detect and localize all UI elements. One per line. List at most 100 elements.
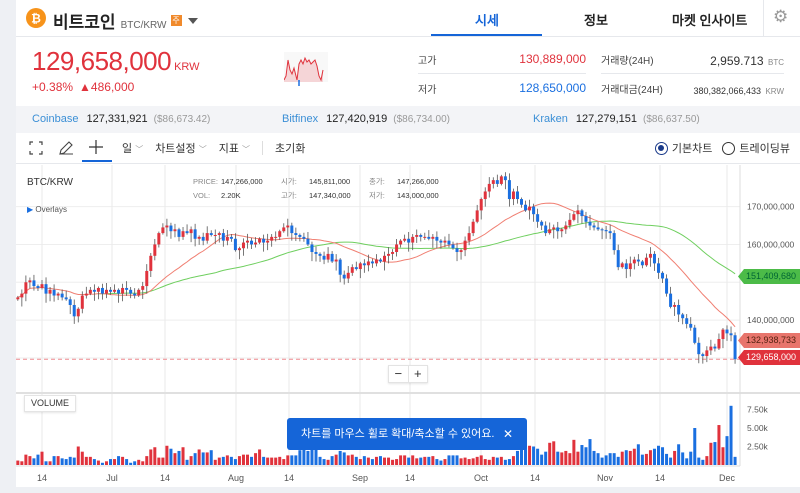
volume-label: 거래량(24H) — [601, 56, 654, 67]
volume-bar — [213, 459, 217, 465]
tab-market-insight[interactable]: 마켓 인사이트 — [672, 13, 748, 28]
toast-text: 차트를 마우스 휠로 확대/축소할 수 있어요. — [301, 428, 495, 440]
tab-info[interactable]: 정보 — [584, 13, 608, 28]
volume-bar — [229, 456, 233, 465]
candle-body — [109, 289, 112, 292]
exchange-name[interactable]: Coinbase — [32, 113, 79, 125]
candle-body — [32, 280, 36, 287]
pencil-icon[interactable] — [58, 140, 74, 156]
volume-bar — [209, 450, 213, 465]
volume-bar — [471, 458, 475, 465]
exchange-name[interactable]: Kraken — [533, 113, 568, 125]
coin-dropdown-caret-icon[interactable] — [187, 17, 198, 24]
zoom-control: − + — [388, 365, 428, 383]
candle-body — [330, 253, 334, 262]
candle-body — [346, 272, 350, 279]
y-tick-label: 160,000,000 — [747, 239, 795, 249]
crosshair-icon[interactable] — [89, 140, 103, 154]
volume-label: VOLUME — [24, 395, 76, 412]
radio-basic-label[interactable]: 기본차트 — [671, 143, 713, 155]
volume-bar — [250, 456, 254, 465]
close-icon[interactable]: ✕ — [502, 427, 513, 441]
price-row: 129,658,000 KRW — [32, 46, 200, 77]
volume-bar — [640, 454, 644, 465]
y-tick-label: 170,000,000 — [747, 202, 795, 212]
volume-bar — [282, 459, 286, 465]
divider — [16, 36, 800, 37]
zoom-in-button[interactable]: + — [407, 366, 428, 382]
candle-body — [274, 236, 278, 238]
candle-body — [246, 240, 249, 243]
candle-body — [310, 244, 314, 253]
info-value: 2.20K — [221, 191, 241, 200]
overlays-toggle[interactable]: ▶ Overlays — [27, 205, 67, 214]
candle-body — [205, 233, 209, 241]
radio-tradingview[interactable] — [722, 141, 736, 155]
gear-icon[interactable]: ⚙ — [773, 7, 789, 26]
candle-body — [113, 289, 117, 292]
candle-body — [334, 259, 338, 262]
candle-body — [652, 253, 656, 264]
exchange-kraken: Kraken 127,279,151 ($86,637.50) — [533, 113, 700, 125]
volume-bar — [266, 457, 270, 465]
volume-bar — [721, 447, 725, 465]
candle-body — [358, 263, 362, 270]
volume-bar — [685, 458, 689, 465]
period-dropdown[interactable]: 일 ﹀ — [122, 140, 143, 156]
volume-bar — [221, 456, 225, 465]
chevron-down-icon: ﹀ — [198, 145, 207, 154]
volume-bar — [475, 456, 479, 465]
radio-basic-chart[interactable] — [654, 141, 668, 155]
chevron-down-icon: ﹀ — [242, 145, 251, 154]
chart-settings-dropdown[interactable]: 차트설정 ﹀ — [155, 140, 207, 156]
volume-bar — [350, 454, 354, 465]
volume-bar — [532, 446, 536, 465]
badge: 주 — [170, 15, 182, 26]
volume-bar — [298, 450, 302, 465]
candle-body — [403, 238, 407, 241]
radio-tv-label[interactable]: 트레이딩뷰 — [739, 143, 790, 155]
candle-body — [411, 236, 415, 243]
candle-body — [129, 289, 133, 294]
indicators-dropdown[interactable]: 지표 ﹀ — [219, 140, 250, 156]
candle-body — [685, 318, 689, 324]
candle-body — [395, 244, 399, 253]
candle-body — [628, 263, 632, 270]
candle-body — [620, 263, 624, 268]
reset-button[interactable]: 초기화 — [275, 143, 306, 155]
volume-bar — [447, 455, 451, 465]
candle-body — [370, 261, 374, 264]
exchange-name[interactable]: Bitfinex — [282, 113, 319, 125]
volume-bar — [362, 456, 366, 465]
candle-body — [560, 229, 564, 232]
candle-body — [20, 293, 24, 298]
volume-bar — [56, 456, 60, 465]
volume-bar — [322, 459, 326, 465]
volume-bar — [383, 457, 386, 465]
volume-bar — [274, 457, 278, 465]
exchange-bitfinex: Bitfinex 127,420,919 ($86,734.00) — [282, 113, 450, 125]
tab-price[interactable]: 시세 — [475, 13, 499, 28]
candle-body — [520, 199, 523, 205]
symbol: BTC/KRW — [120, 20, 167, 31]
candle-body — [584, 216, 588, 222]
volume-bar — [644, 453, 648, 465]
candle-body — [149, 255, 153, 271]
candle-body — [729, 333, 733, 336]
volume-bar — [278, 456, 282, 465]
fullscreen-icon[interactable] — [29, 141, 43, 155]
zoom-out-button[interactable]: − — [394, 366, 403, 381]
volume-bar — [515, 450, 519, 465]
volume-bar — [636, 444, 640, 465]
candle-body — [536, 214, 540, 222]
volume-bar — [201, 452, 205, 465]
candle-body — [717, 339, 721, 349]
ma-short-label: 132,938,733 — [738, 333, 800, 348]
candle-body — [673, 304, 677, 307]
volume-bar — [612, 453, 616, 465]
candle-body — [350, 267, 354, 273]
candle-body — [125, 287, 129, 290]
candle-body — [294, 233, 298, 235]
volume-bar — [439, 460, 443, 465]
